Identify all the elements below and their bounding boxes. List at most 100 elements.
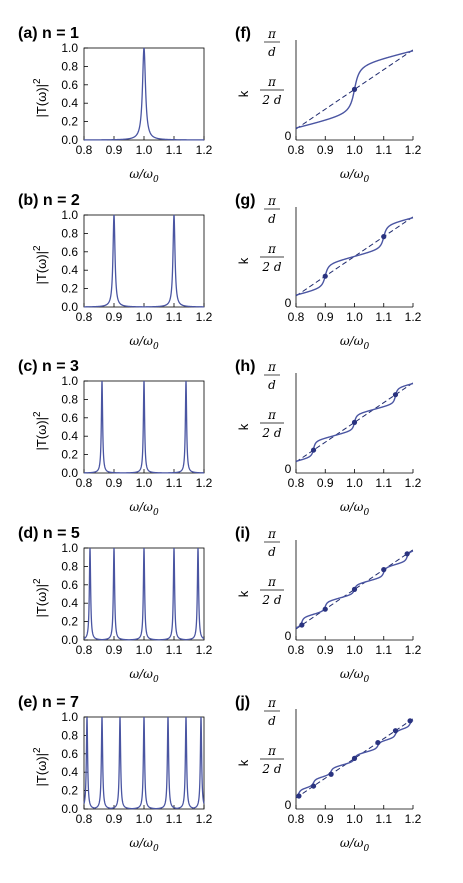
- x-axis-label-main: ω/ω: [129, 167, 153, 181]
- y-tick-label: 0.8: [61, 728, 78, 742]
- y-tick-label: 0.8: [61, 559, 78, 573]
- y-tick-label: 0.6: [61, 78, 78, 92]
- x-tick-label: 1.2: [405, 310, 422, 324]
- x-axis-label: ω/ω0: [129, 667, 159, 685]
- transmission-curve: [83, 716, 205, 810]
- x-tick-label: 1.2: [405, 812, 422, 826]
- x-axis-label-main: ω/ω: [340, 334, 364, 348]
- x-tick-label: 0.8: [76, 476, 93, 490]
- resonance-point: [310, 783, 317, 789]
- x-tick-label: 0.8: [288, 310, 305, 324]
- resonance-point: [351, 419, 358, 425]
- x-axis-label: ω/ω0: [340, 500, 370, 518]
- y-axis-label-main: |T(ω)|: [34, 584, 49, 618]
- y-tick-label: 1.0: [61, 208, 78, 222]
- panel-label: (d) n = 5: [18, 525, 80, 542]
- y-axis-label-main: |T(ω)|: [34, 84, 49, 118]
- y-axis-label: |T(ω)|2: [32, 78, 49, 118]
- x-tick-label: 1.2: [405, 476, 422, 490]
- resonance-point: [375, 739, 381, 746]
- panel-2-transmission: (c) n = 3 0.0 0.2 0.4 0.6 0.8 1.0 0.8 0.9 1.0 1.1 1…: [18, 358, 213, 518]
- panel-0-transmission: (a) n = 1 0.0 0.2 0.4 0.6 0.8 1.0 0.8 0.9 1.0 1.1 1…: [18, 25, 213, 185]
- y-tick-zero: 0: [285, 296, 292, 310]
- x-tick-label: 1.2: [405, 143, 422, 157]
- y-tick-pi: π: [267, 194, 277, 208]
- x-tick-label: 0.8: [288, 476, 305, 490]
- x-tick-label: 1.2: [196, 643, 213, 657]
- x-axis-label-sub: 0: [153, 675, 159, 685]
- y-tick-pi: π: [267, 27, 277, 41]
- resonance-point: [310, 447, 317, 453]
- y-tick-label: 0.4: [61, 765, 78, 779]
- x-tick-label: 1.2: [196, 812, 213, 826]
- resonance-point: [404, 551, 410, 557]
- y-tick-2d: 2 d: [261, 426, 281, 440]
- x-axis-label-sub: 0: [363, 675, 369, 685]
- dispersion-curve: [295, 217, 414, 296]
- x-tick-label: 1.1: [166, 643, 183, 657]
- x-tick-label: 0.9: [106, 143, 123, 157]
- x-tick-label: 0.9: [317, 643, 334, 657]
- resonance-point: [381, 567, 387, 573]
- y-axis-label-main: |T(ω)|: [34, 753, 49, 787]
- x-axis-label-main: ω/ω: [340, 167, 364, 181]
- x-axis-label-sub: 0: [153, 175, 159, 185]
- resonance-point: [328, 771, 334, 777]
- y-tick-label: 0.4: [61, 596, 78, 610]
- x-axis-label: ω/ω0: [340, 334, 370, 352]
- x-tick-label: 0.8: [288, 143, 305, 157]
- y-axis-label-sup: 2: [32, 245, 43, 251]
- panel-3-transmission: (d) n = 5 0.0 0.2 0.4 0.6 0.8 1.0 0.8 0.9 1.0 1.1 1…: [18, 525, 213, 685]
- x-tick-label: 1.0: [346, 476, 363, 490]
- y-tick-label: 0.6: [61, 411, 78, 425]
- y-tick-label: 0.0: [61, 300, 78, 314]
- x-tick-label: 1.0: [346, 643, 363, 657]
- x-tick-label: 1.0: [346, 310, 363, 324]
- y-tick-d: d: [268, 545, 276, 559]
- resonance-point: [322, 273, 328, 279]
- x-tick-label: 1.0: [346, 812, 363, 826]
- transmission-curve: [84, 214, 204, 308]
- y-tick-label: 0.8: [61, 392, 78, 406]
- resonance-point: [392, 728, 399, 734]
- y-axis-label: k: [236, 759, 251, 766]
- x-axis-label: ω/ω0: [340, 836, 370, 854]
- y-tick-label: 0.0: [61, 633, 78, 647]
- x-axis-label-main: ω/ω: [129, 334, 153, 348]
- x-axis-label-main: ω/ω: [129, 500, 153, 514]
- resonance-point: [322, 606, 328, 612]
- resonance-point: [351, 86, 358, 92]
- y-tick-2d: 2 d: [261, 762, 281, 776]
- y-tick-label: 0.4: [61, 96, 78, 110]
- y-axis-label: k: [236, 257, 251, 264]
- y-tick-pi: π: [267, 360, 277, 374]
- y-tick-pi: π: [267, 696, 277, 710]
- resonance-point: [296, 793, 302, 799]
- y-tick-label: 0.0: [61, 466, 78, 480]
- x-tick-label: 1.1: [375, 476, 392, 490]
- y-tick-d: d: [268, 212, 276, 226]
- x-tick-label: 1.0: [136, 643, 153, 657]
- y-tick-label: 0.0: [61, 133, 78, 147]
- x-tick-label: 1.2: [196, 310, 213, 324]
- y-tick-label: 0.6: [61, 245, 78, 259]
- y-axis-label-sup: 2: [32, 747, 43, 753]
- y-tick-label: 0.8: [61, 59, 78, 73]
- x-axis-label: ω/ω0: [129, 334, 159, 352]
- y-tick-2d: 2 d: [261, 260, 281, 274]
- resonance-point: [381, 234, 387, 240]
- x-tick-label: 0.8: [76, 310, 93, 324]
- x-axis-label: ω/ω0: [129, 836, 159, 854]
- x-axis-label: ω/ω0: [129, 167, 159, 185]
- panel-label: (b) n = 2: [18, 192, 80, 209]
- transmission-curve: [84, 47, 204, 141]
- y-tick-label: 0.4: [61, 263, 78, 277]
- x-axis-label-sub: 0: [363, 844, 369, 854]
- x-tick-label: 0.9: [106, 310, 123, 324]
- resonance-point: [299, 622, 305, 628]
- x-axis-label-sub: 0: [153, 844, 159, 854]
- y-tick-label: 0.8: [61, 226, 78, 240]
- x-tick-label: 1.1: [166, 812, 183, 826]
- panel-4-transmission: (e) n = 7 0.0 0.2 0.4 0.6 0.8 1.0 0.8 0.9 1.0 1.1 1…: [18, 694, 213, 854]
